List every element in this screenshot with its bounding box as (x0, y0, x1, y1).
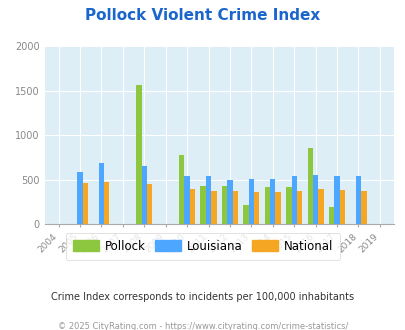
Bar (286, 187, 291, 224)
Bar (205, 176, 211, 224)
Text: © 2025 CityRating.com - https://www.cityrating.com/crime-statistics/: © 2025 CityRating.com - https://www.city… (58, 322, 347, 330)
Bar (307, 148, 312, 224)
Text: Crime Index corresponds to incidents per 100,000 inhabitants: Crime Index corresponds to incidents per… (51, 292, 354, 302)
Bar (211, 191, 216, 224)
Bar (312, 175, 318, 224)
Bar (254, 192, 259, 224)
Bar (147, 184, 152, 224)
Bar (179, 155, 184, 224)
Bar (318, 189, 323, 224)
Bar (200, 186, 205, 224)
Bar (339, 190, 344, 224)
Bar (291, 176, 296, 224)
Bar (104, 182, 109, 224)
Bar (232, 191, 237, 224)
Bar (243, 205, 248, 224)
Bar (360, 191, 366, 224)
Bar (141, 166, 147, 224)
Bar (83, 183, 88, 224)
Text: Pollock Violent Crime Index: Pollock Violent Crime Index (85, 8, 320, 23)
Bar (77, 172, 83, 224)
Bar (248, 179, 254, 224)
Bar (136, 84, 141, 224)
Bar (355, 176, 360, 224)
Bar (222, 186, 227, 224)
Bar (189, 189, 195, 224)
Legend: Pollock, Louisiana, National: Pollock, Louisiana, National (66, 233, 339, 260)
Bar (184, 176, 189, 224)
Bar (98, 163, 104, 224)
Bar (334, 176, 339, 224)
Bar (328, 207, 334, 224)
Bar (275, 192, 280, 224)
Bar (264, 187, 269, 224)
Bar (227, 180, 232, 224)
Bar (296, 191, 301, 224)
Bar (269, 179, 275, 224)
